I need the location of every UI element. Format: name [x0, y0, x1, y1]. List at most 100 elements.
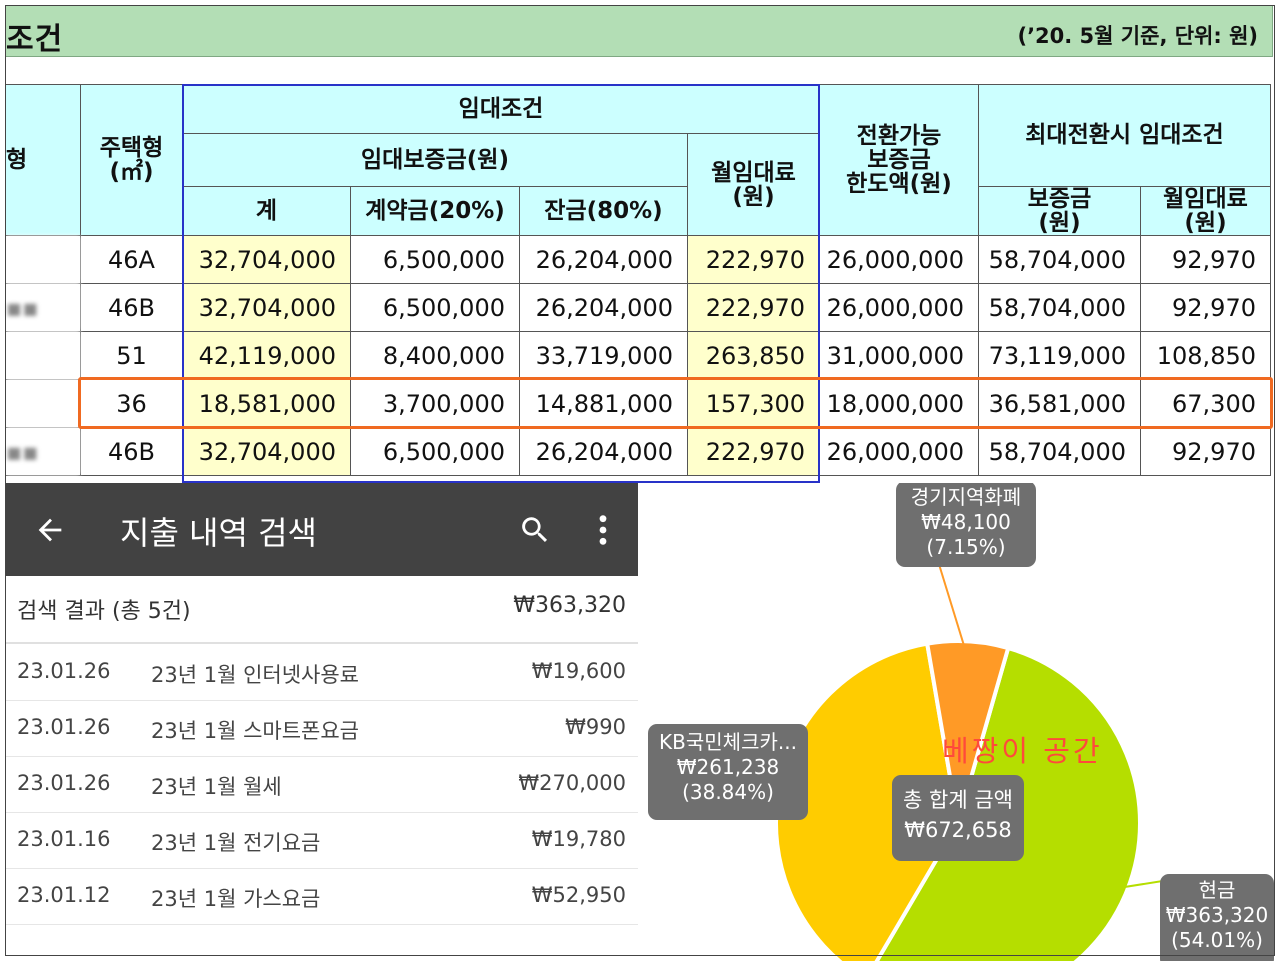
header-max-conversion: 최대전환시 임대조건	[978, 84, 1271, 187]
row-left-label: ▪▪	[5, 427, 81, 477]
row-house-type: 46B	[80, 427, 183, 477]
header-max-deposit: 보증금 (원)	[978, 185, 1141, 237]
header-deposit-group: 임대보증금(원)	[182, 133, 688, 187]
table-title-bar: 조건 (’20. 5월 기준, 단위: 원)	[5, 5, 1273, 57]
row-left-label	[5, 331, 81, 381]
row-monthly-rent: 222,970	[687, 427, 820, 477]
table-row: ▪▪ 46B 32,704,000 6,500,000 26,204,000 222,97…	[5, 283, 1271, 333]
slice-label-percent: (7.15%)	[926, 535, 1006, 559]
item-amount: ₩19,600	[531, 659, 626, 683]
item-description: 23년 1월 가스요금	[151, 887, 321, 911]
item-amount: ₩52,950	[531, 883, 626, 907]
row-balance: 14,881,000	[519, 379, 688, 429]
table-row: 51 42,119,000 8,400,000 33,719,000 263,850 31…	[5, 331, 1271, 381]
row-total: 18,581,000	[182, 379, 351, 429]
result-total: ₩363,320	[513, 593, 626, 618]
expense-list-item[interactable]: 23.01.26 23년 1월 월세 ₩270,000	[5, 756, 638, 813]
row-house-type: 36	[80, 379, 183, 429]
slice-label-name: 경기지역화폐	[910, 485, 1022, 509]
item-date: 23.01.26	[17, 659, 111, 683]
header-col1-fragment: 형	[5, 83, 81, 237]
row-convertible: 26,000,000	[819, 235, 979, 285]
item-description: 23년 1월 스마트폰요금	[151, 719, 359, 743]
item-description: 23년 1월 월세	[151, 775, 282, 799]
page-title: 지출 내역 검색	[120, 514, 317, 552]
arrow-back-icon[interactable]	[33, 513, 67, 547]
row-convertible: 26,000,000	[819, 283, 979, 333]
row-contract: 6,500,000	[350, 427, 520, 477]
header-balance: 잔금(80%)	[519, 185, 688, 237]
pie-chart	[757, 560, 1195, 961]
item-amount: ₩990	[565, 715, 626, 739]
slice-label-value: ₩261,238	[676, 755, 780, 779]
row-balance: 26,204,000	[519, 235, 688, 285]
row-total: 42,119,000	[182, 331, 351, 381]
header-contract: 계약금(20%)	[350, 185, 520, 237]
row-convertible: 31,000,000	[819, 331, 979, 381]
slice-label-name: KB국민체크카...	[659, 730, 797, 754]
app-bar: 지출 내역 검색	[5, 483, 638, 576]
table-row: ▪▪ 46B 32,704,000 6,500,000 26,204,000 222,97…	[5, 427, 1271, 477]
header-rent-conditions: 임대조건	[182, 84, 820, 134]
expense-list-item[interactable]: 23.01.26 23년 1월 인터넷사용료 ₩19,600	[5, 644, 638, 701]
row-house-type: 46A	[80, 235, 183, 285]
header-convertible-deposit: 전환가능 보증금 한도액(원)	[819, 83, 979, 237]
row-max-rent: 92,970	[1140, 427, 1271, 477]
row-total: 32,704,000	[182, 427, 351, 477]
row-house-type: 46B	[80, 283, 183, 333]
row-max-deposit: 58,704,000	[978, 235, 1141, 285]
slice-label-gyeonggi: 경기지역화폐 ₩48,100 (7.15%)	[896, 483, 1036, 567]
header-house-type: 주택형 (㎡)	[80, 83, 183, 237]
slice-label-name: 현금	[1198, 878, 1236, 902]
total-amount-label: 총 합계 금액 ₩672,658	[892, 775, 1024, 861]
item-amount: ₩270,000	[518, 771, 626, 795]
slice-label-kb: KB국민체크카... ₩261,238 (38.84%)	[648, 724, 808, 820]
item-date: 23.01.26	[17, 771, 111, 795]
slice-label-cash: 현금 ₩363,320 (54.01%)	[1160, 874, 1274, 961]
table-row: 46A 32,704,000 6,500,000 26,204,000 222,970 2…	[5, 235, 1271, 285]
row-total: 32,704,000	[182, 235, 351, 285]
slice-label-value: ₩363,320	[1165, 903, 1269, 927]
row-contract: 3,700,000	[350, 379, 520, 429]
item-description: 23년 1월 전기요금	[151, 831, 321, 855]
slice-label-percent: (38.84%)	[682, 780, 774, 804]
row-balance: 26,204,000	[519, 283, 688, 333]
expense-list-item[interactable]: 23.01.26 23년 1월 스마트폰요금 ₩990	[5, 700, 638, 757]
row-convertible: 26,000,000	[819, 427, 979, 477]
more-vert-icon[interactable]	[593, 513, 613, 547]
row-left-label	[5, 235, 81, 285]
expense-list-item[interactable]: 23.01.16 23년 1월 전기요금 ₩19,780	[5, 812, 638, 869]
row-monthly-rent: 222,970	[687, 235, 820, 285]
payment-method-chart-panel: 베짱이 공간 경기지역화폐 ₩48,100 (7.15%) KB국민체크카... ₩26…	[638, 483, 1275, 961]
table-unit-note: (’20. 5월 기준, 단위: 원)	[1017, 24, 1258, 48]
watermark-text: 베짱이 공간	[942, 734, 1103, 768]
result-count-label: 검색 결과 (총 5건)	[17, 599, 191, 624]
item-date: 23.01.12	[17, 883, 111, 907]
row-max-rent: 67,300	[1140, 379, 1271, 429]
row-contract: 6,500,000	[350, 235, 520, 285]
item-date: 23.01.16	[17, 827, 111, 851]
header-max-rent: 월임대료 (원)	[1140, 185, 1271, 237]
row-monthly-rent: 263,850	[687, 331, 820, 381]
row-monthly-rent: 222,970	[687, 283, 820, 333]
row-max-deposit: 58,704,000	[978, 283, 1141, 333]
item-description: 23년 1월 인터넷사용료	[151, 663, 359, 687]
search-icon[interactable]	[518, 513, 552, 547]
header-total: 계	[182, 185, 351, 237]
pie-slice-2[interactable]	[924, 639, 1011, 824]
table-row: 36 18,581,000 3,700,000 14,881,000 157,300 18…	[5, 379, 1271, 429]
row-house-type: 51	[80, 331, 183, 381]
row-balance: 26,204,000	[519, 427, 688, 477]
row-max-deposit: 58,704,000	[978, 427, 1141, 477]
row-left-label	[5, 379, 81, 429]
table-title: 조건	[6, 22, 64, 57]
leader-line-2	[937, 560, 969, 657]
row-max-rent: 92,970	[1140, 283, 1271, 333]
slice-label-percent: (54.01%)	[1171, 928, 1263, 952]
expense-list-item[interactable]: 23.01.12 23년 1월 가스요금 ₩52,950	[5, 868, 638, 925]
item-date: 23.01.26	[17, 715, 111, 739]
rent-conditions-table: 형 주택형 (㎡) 임대조건 전환가능 보증금 한도액(원) 최대전환시 임대조…	[5, 83, 1271, 477]
expense-search-screen: 지출 내역 검색 검색 결과 (총 5건) ₩363,320 23.01.26 2…	[5, 483, 638, 961]
row-monthly-rent: 157,300	[687, 379, 820, 429]
row-max-deposit: 73,119,000	[978, 331, 1141, 381]
